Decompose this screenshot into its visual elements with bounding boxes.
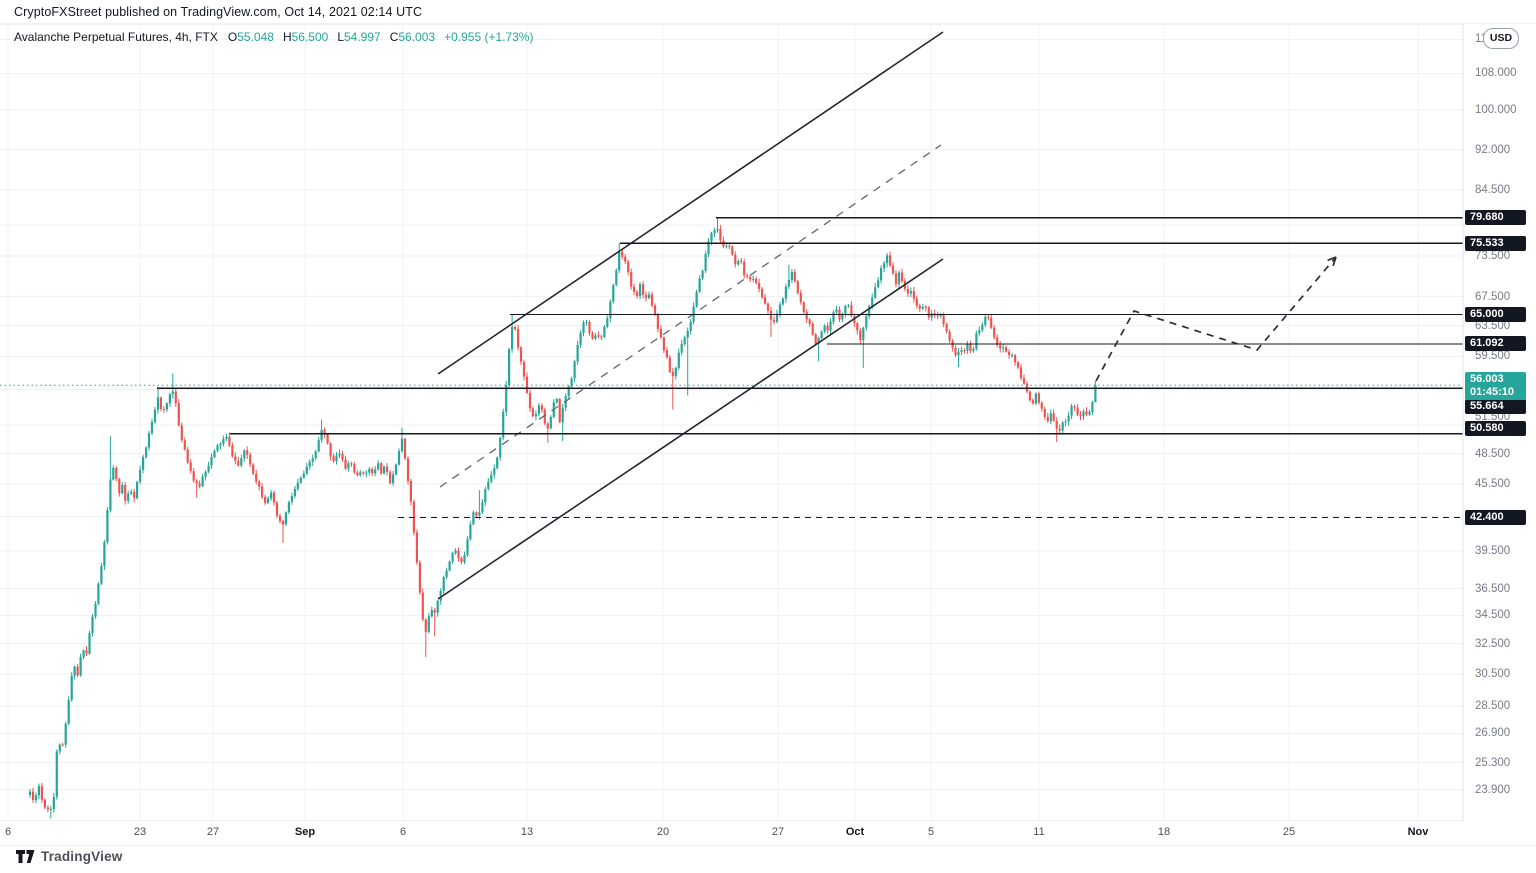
- bar-countdown: 01:45:10: [1470, 385, 1515, 398]
- symbol-title: Avalanche Perpetual Futures, 4h, FTX: [14, 30, 218, 44]
- level-price-label: 65.000: [1465, 306, 1526, 322]
- channel-mid: [439, 144, 942, 488]
- price-tick-label: 39.500: [1475, 545, 1511, 558]
- ascending-channel[interactable]: [437, 31, 944, 600]
- price-tick-label: 63.500: [1475, 319, 1511, 332]
- level-price-label: 55.664: [1465, 398, 1526, 414]
- chart-frame: [0, 23, 1536, 846]
- price-tick-label: 108.000: [1475, 67, 1517, 80]
- ohlc-item: C56.003: [389, 30, 436, 44]
- price-tick-label: 84.500: [1475, 183, 1511, 196]
- price-tick-label: 23.900: [1475, 783, 1511, 796]
- time-tick-label: 5: [927, 826, 935, 838]
- price-tick-label: 67.500: [1475, 290, 1511, 303]
- level-price-label: 75.533: [1465, 235, 1526, 251]
- price-tick-label: 92.000: [1475, 143, 1511, 156]
- price-tick-label: 36.500: [1475, 582, 1511, 595]
- ohlc-item: O55.048: [227, 30, 274, 44]
- price-tick-label: 100.000: [1475, 103, 1517, 116]
- forecast-arrowhead: [1327, 256, 1337, 262]
- time-axis[interactable]: 6 23 27 Sep 6 13 20 27 Oct 5 11 18 25 Nov: [0, 821, 1536, 845]
- currency-unit-button[interactable]: USD: [1483, 28, 1519, 49]
- level-price-label: 42.400: [1465, 509, 1526, 525]
- time-tick-label: Nov: [1407, 826, 1429, 838]
- gridlines: [0, 24, 1463, 821]
- time-tick-label: 25: [1282, 826, 1296, 838]
- forecast-path[interactable]: [1095, 256, 1337, 382]
- channel-lower: [437, 258, 944, 600]
- candlestick-series: [28, 217, 1097, 819]
- attribution-text: CryptoFXStreet published on TradingView.…: [14, 5, 423, 19]
- time-tick-label: 20: [656, 826, 670, 838]
- support-resistance-levels[interactable]: [157, 217, 1463, 519]
- price-tick-label: 30.500: [1475, 667, 1511, 680]
- tradingview-logo-text: TradingView: [41, 849, 123, 864]
- price-tick-label: 51.500: [1475, 411, 1511, 423]
- time-tick-label: 11: [1033, 826, 1045, 838]
- time-tick-label: 6: [399, 826, 407, 838]
- price-axis[interactable]: USD 116.000108.000100.00092.00084.50073.…: [1464, 24, 1536, 845]
- time-tick-label: 27: [771, 826, 785, 838]
- ohlc-item: H56.500: [282, 30, 329, 44]
- current-price-value: 56.003: [1470, 372, 1504, 385]
- tradingview-logo-icon: [16, 849, 35, 863]
- forecast-arrowhead: [1332, 256, 1337, 267]
- time-tick-label: Oct: [845, 826, 865, 838]
- tradingview-logo[interactable]: TradingView: [16, 849, 122, 864]
- symbol-legend: Avalanche Perpetual Futures, 4h, FTX O55.…: [14, 30, 533, 44]
- time-tick-label: Sep: [294, 826, 316, 838]
- time-tick-label: 23: [133, 826, 147, 838]
- time-tick-label: 27: [206, 826, 220, 838]
- change-value: +0.955 (+1.73%): [444, 30, 534, 44]
- current-price-label: 56.003 01:45:10: [1465, 371, 1526, 400]
- price-tick-label: 45.500: [1475, 477, 1511, 490]
- price-tick-label: 59.500: [1475, 350, 1511, 363]
- price-tick-label: 25.300: [1475, 756, 1511, 769]
- price-tick-label: 28.500: [1475, 700, 1511, 713]
- price-tick-label: 32.500: [1475, 637, 1511, 650]
- level-price-label: 79.680: [1465, 210, 1526, 226]
- price-tick-label: 26.900: [1475, 727, 1511, 740]
- ohlc-item: L54.997: [337, 30, 381, 44]
- time-tick-label: 13: [520, 826, 534, 838]
- level-price-label: 61.092: [1465, 336, 1526, 352]
- channel-upper: [437, 31, 944, 375]
- price-tick-label: 34.500: [1475, 609, 1511, 622]
- price-tick-label: 73.500: [1475, 250, 1511, 263]
- level-price-label: 50.580: [1465, 420, 1526, 436]
- time-tick-label: 18: [1157, 826, 1171, 838]
- time-tick-label: 6: [4, 826, 12, 838]
- ohlc-values: O55.048 H56.500 L54.997 C56.003: [228, 30, 444, 44]
- price-tick-label: 48.500: [1475, 447, 1511, 460]
